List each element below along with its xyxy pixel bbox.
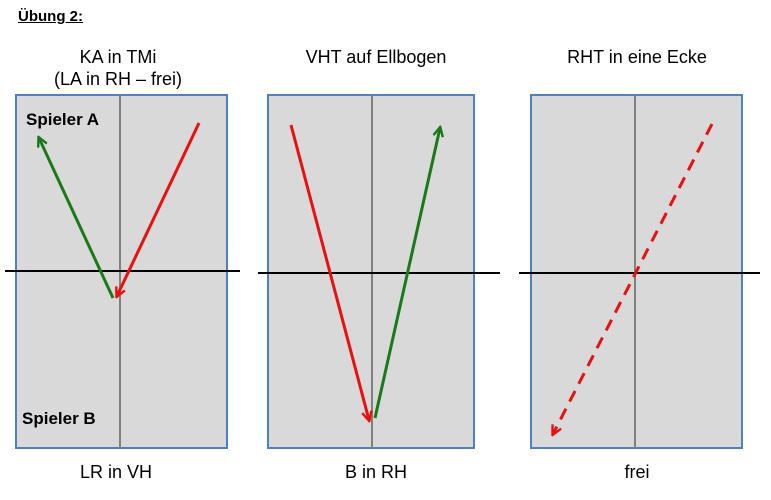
player-b-label: Spieler B: [22, 409, 96, 428]
diagram-3: [519, 94, 760, 449]
diagram-2-caption: B in RH: [344, 462, 408, 482]
diagram-1-title: KA in TMi (LA in RH – frei): [54, 46, 182, 90]
diagram-3-title: RHT in eine Ecke: [567, 46, 707, 68]
diagram-1: [5, 94, 240, 449]
exercise-heading: Übung 2:: [18, 8, 83, 25]
diagram-1-title-line1: KA in TMi: [79, 47, 157, 67]
diagram-1-caption: LR in VH: [79, 462, 153, 482]
red-arrow-1: [117, 122, 201, 296]
diagram-2-title: VHT auf Ellbogen: [306, 46, 447, 68]
diagram-2: [258, 94, 500, 449]
green-arrow-1: [39, 138, 115, 299]
diagram-3-title-line1: RHT in eine Ecke: [567, 47, 707, 67]
green-arrow-2: [373, 128, 440, 419]
red-dashed-arrow-3: [553, 123, 714, 434]
player-a-label: Spieler A: [26, 110, 100, 129]
diagram-1-title-line2: (LA in RH – frei): [53, 69, 183, 89]
diagram-2-title-line1: VHT auf Ellbogen: [305, 47, 447, 67]
diagram-3-caption: frei: [624, 462, 650, 482]
red-arrow-2: [289, 124, 369, 420]
